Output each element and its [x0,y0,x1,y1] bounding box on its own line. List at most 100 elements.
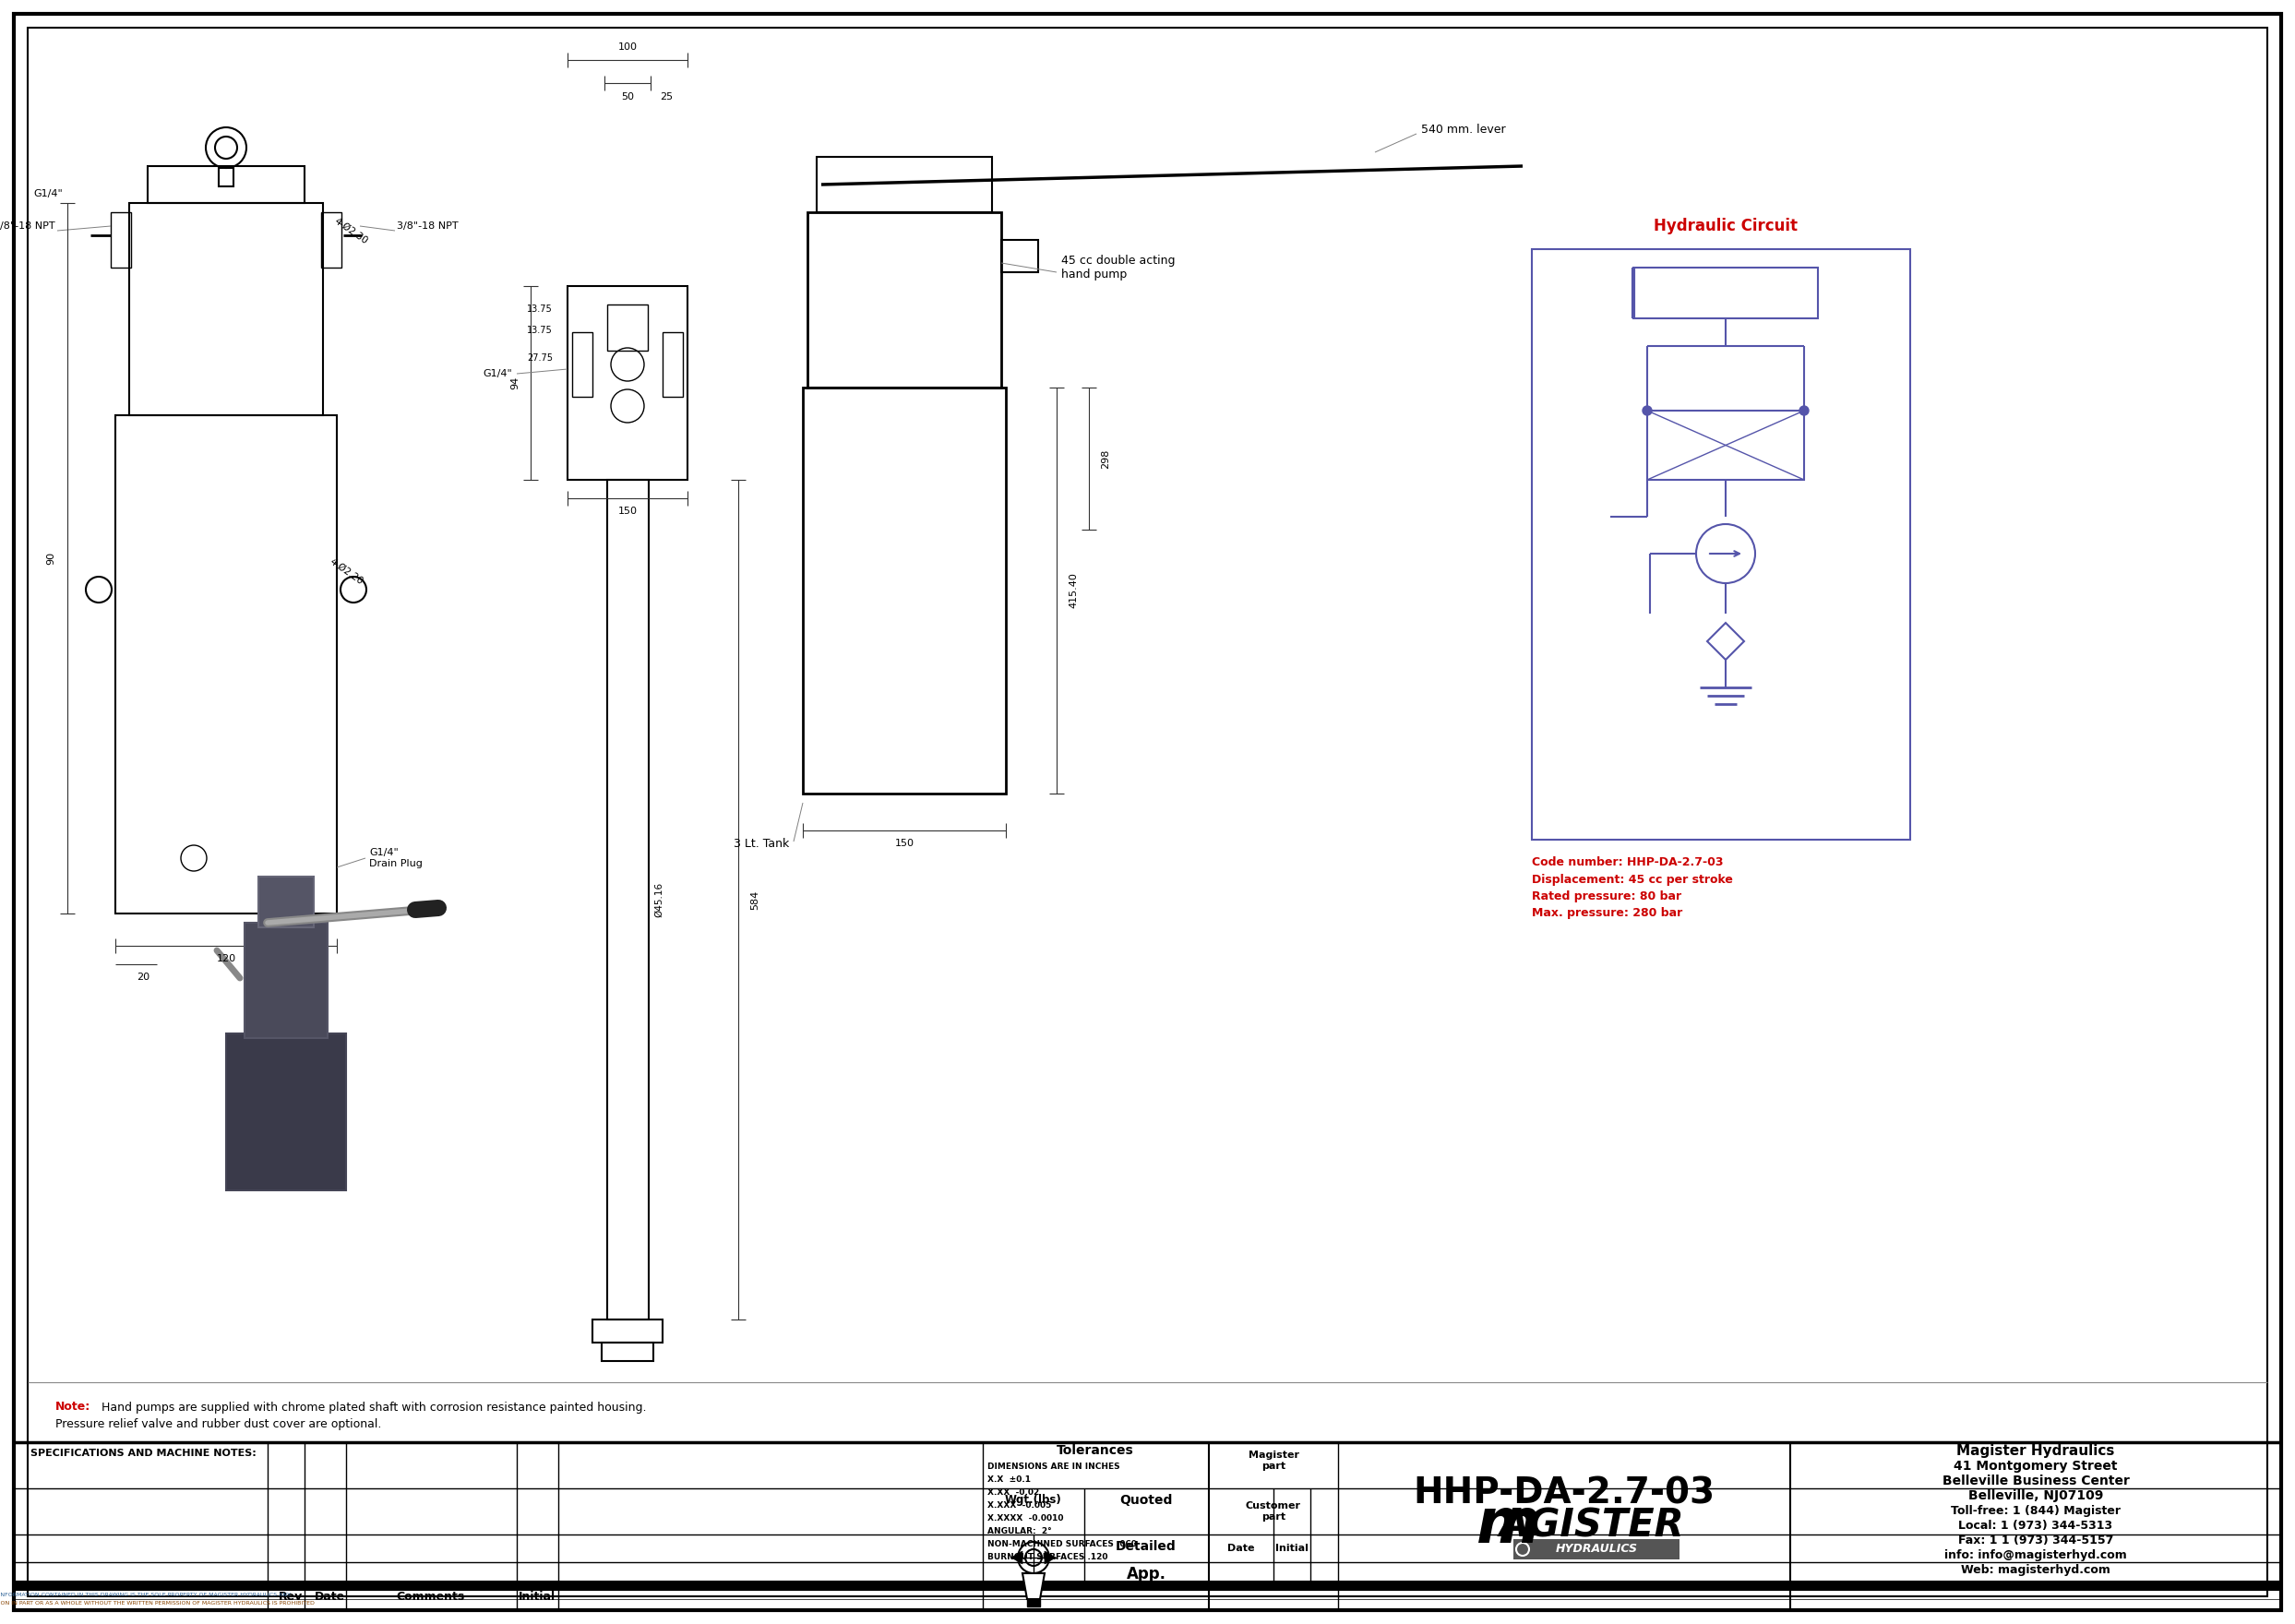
Text: G1/4": G1/4" [34,188,62,198]
Bar [592,1319,663,1343]
Text: 3/8"-18 NPT: 3/8"-18 NPT [0,221,55,231]
Text: Displacement: 45 cc per stroke: Displacement: 45 cc per stroke [1531,874,1733,885]
Text: THE INFORMATION CONTAINED IN THIS DRAWING IS THE SOLE PROPERTY OF MAGISTER HYDRA: THE INFORMATION CONTAINED IN THIS DRAWIN… [0,1593,291,1598]
Text: ANGULAR:  2°: ANGULAR: 2° [987,1527,1051,1535]
Polygon shape [1012,1551,1024,1564]
Bar [608,479,649,1319]
Text: 41 Montgomery Street: 41 Montgomery Street [1953,1460,2118,1473]
Bar [808,213,1001,388]
Text: Toll-free: 1 (844) Magister: Toll-free: 1 (844) Magister [1951,1504,2121,1517]
Text: Belleville, NJ07109: Belleville, NJ07109 [1969,1489,2102,1502]
Text: App.: App. [1127,1566,1166,1582]
Text: Comments: Comments [397,1590,466,1603]
Text: 100: 100 [617,42,638,52]
Bar [246,922,328,1038]
Text: m: m [1476,1494,1540,1556]
Text: 94: 94 [509,377,519,390]
Bar [1001,240,1037,273]
Bar [817,158,991,213]
Bar [567,286,688,479]
Text: 4-Ø2.30: 4-Ø2.30 [333,216,369,245]
Bar [601,1343,654,1361]
Text: 150: 150 [617,507,638,516]
Text: 45 cc double acting
hand pump: 45 cc double acting hand pump [1060,255,1175,281]
Bar [1512,1540,1680,1559]
Text: Rated pressure: 80 bar: Rated pressure: 80 bar [1531,890,1682,901]
Bar [129,203,324,416]
Text: Fax: 1 1 (973) 344-5157: Fax: 1 1 (973) 344-5157 [1958,1535,2114,1546]
Text: DIMENSIONS ARE IN INCHES: DIMENSIONS ARE IN INCHES [987,1463,1120,1471]
Bar [1634,268,1818,318]
Polygon shape [1024,1574,1044,1600]
Text: 584: 584 [750,890,760,909]
Bar [608,304,647,351]
Text: Quoted: Quoted [1120,1494,1173,1507]
Text: REPRODUCTION IN PART OR AS A WHOLE WITHOUT THE WRITTEN PERMISSION OF MAGISTER HY: REPRODUCTION IN PART OR AS A WHOLE WITHO… [0,1601,314,1606]
Text: Ø45.16: Ø45.16 [654,882,663,918]
Text: Web: magisterhyd.com: Web: magisterhyd.com [1960,1564,2111,1575]
Text: 13.75: 13.75 [528,304,553,313]
Bar [115,416,337,913]
Text: Date: Date [314,1590,344,1603]
Text: Hydraulic Circuit: Hydraulic Circuit [1655,218,1797,234]
Text: 415.40: 415.40 [1069,573,1079,609]
Text: X.X  ±0.1: X.X ±0.1 [987,1476,1030,1484]
Text: info: info@magisterhyd.com: info: info@magisterhyd.com [1944,1549,2127,1561]
Text: G1/4"
Drain Plug: G1/4" Drain Plug [369,848,422,869]
Text: 120: 120 [216,953,236,963]
Text: X.XXX  -0.005: X.XXX -0.005 [987,1501,1051,1510]
Circle shape [1799,406,1808,416]
Bar [321,213,342,268]
Text: Belleville Business Center: Belleville Business Center [1942,1475,2130,1488]
Text: 3/8"-18 NPT: 3/8"-18 NPT [397,221,459,231]
Text: Local: 1 (973) 344-5313: Local: 1 (973) 344-5313 [1958,1520,2114,1531]
Bar [110,213,131,268]
Text: Pressure relief valve and rubber dust cover are optional.: Pressure relief valve and rubber dust co… [55,1418,381,1429]
Bar [1028,1600,1040,1606]
Text: 3 Lt. Tank: 3 Lt. Tank [734,838,789,851]
Text: SPECIFICATIONS AND MACHINE NOTES:: SPECIFICATIONS AND MACHINE NOTES: [30,1449,257,1458]
Text: Magister Hydraulics: Magister Hydraulics [1958,1444,2114,1458]
Text: AGISTER: AGISTER [1499,1505,1685,1544]
Text: Rev: Rev [278,1590,303,1603]
Bar [259,877,314,927]
Text: NON-MACHINED SURFACES .060: NON-MACHINED SURFACES .060 [987,1540,1136,1548]
Circle shape [1643,406,1652,416]
Bar [571,333,592,396]
Text: Customer
part: Customer part [1246,1502,1301,1522]
Bar [227,1033,347,1190]
Text: 13.75: 13.75 [528,326,553,335]
Text: 90: 90 [46,552,55,565]
Text: Wgt.(lbs): Wgt.(lbs) [1005,1494,1063,1507]
Text: 25: 25 [659,93,672,101]
Text: Note:: Note: [55,1402,92,1413]
Bar [1531,248,1909,840]
Text: Initial: Initial [519,1590,555,1603]
Bar [803,388,1005,794]
Text: Magister
part: Magister part [1248,1450,1299,1471]
Text: BURNOUT SURFACES .120: BURNOUT SURFACES .120 [987,1553,1108,1561]
Text: 150: 150 [895,838,913,848]
Bar [663,333,684,396]
Bar [218,167,234,187]
Text: X.XX  -0.02: X.XX -0.02 [987,1488,1040,1497]
Text: Hand pumps are supplied with chrome plated shaft with corrosion resistance paint: Hand pumps are supplied with chrome plat… [101,1402,647,1413]
Text: 4-Ø2.20: 4-Ø2.20 [328,557,365,586]
Text: Code number: HHP-DA-2.7-03: Code number: HHP-DA-2.7-03 [1531,857,1724,869]
Text: Date: Date [1228,1544,1255,1553]
Text: Tolerances: Tolerances [1056,1444,1134,1457]
Text: 540 mm. lever: 540 mm. lever [1421,123,1506,135]
Text: HYDRAULICS: HYDRAULICS [1556,1543,1639,1556]
Text: 27.75: 27.75 [528,354,553,362]
Text: HHP-DA-2.7-03: HHP-DA-2.7-03 [1414,1476,1714,1510]
Text: X.XXXX  -0.0010: X.XXXX -0.0010 [987,1514,1063,1522]
Bar [1648,411,1804,479]
Text: Max. pressure: 280 bar: Max. pressure: 280 bar [1531,906,1682,919]
Text: 50: 50 [622,93,633,101]
Text: Detailed: Detailed [1115,1540,1177,1553]
Bar [147,166,305,203]
Text: Initial: Initial [1276,1544,1308,1553]
Text: 20: 20 [135,973,149,983]
Polygon shape [1044,1551,1056,1564]
Text: 298: 298 [1102,448,1111,468]
